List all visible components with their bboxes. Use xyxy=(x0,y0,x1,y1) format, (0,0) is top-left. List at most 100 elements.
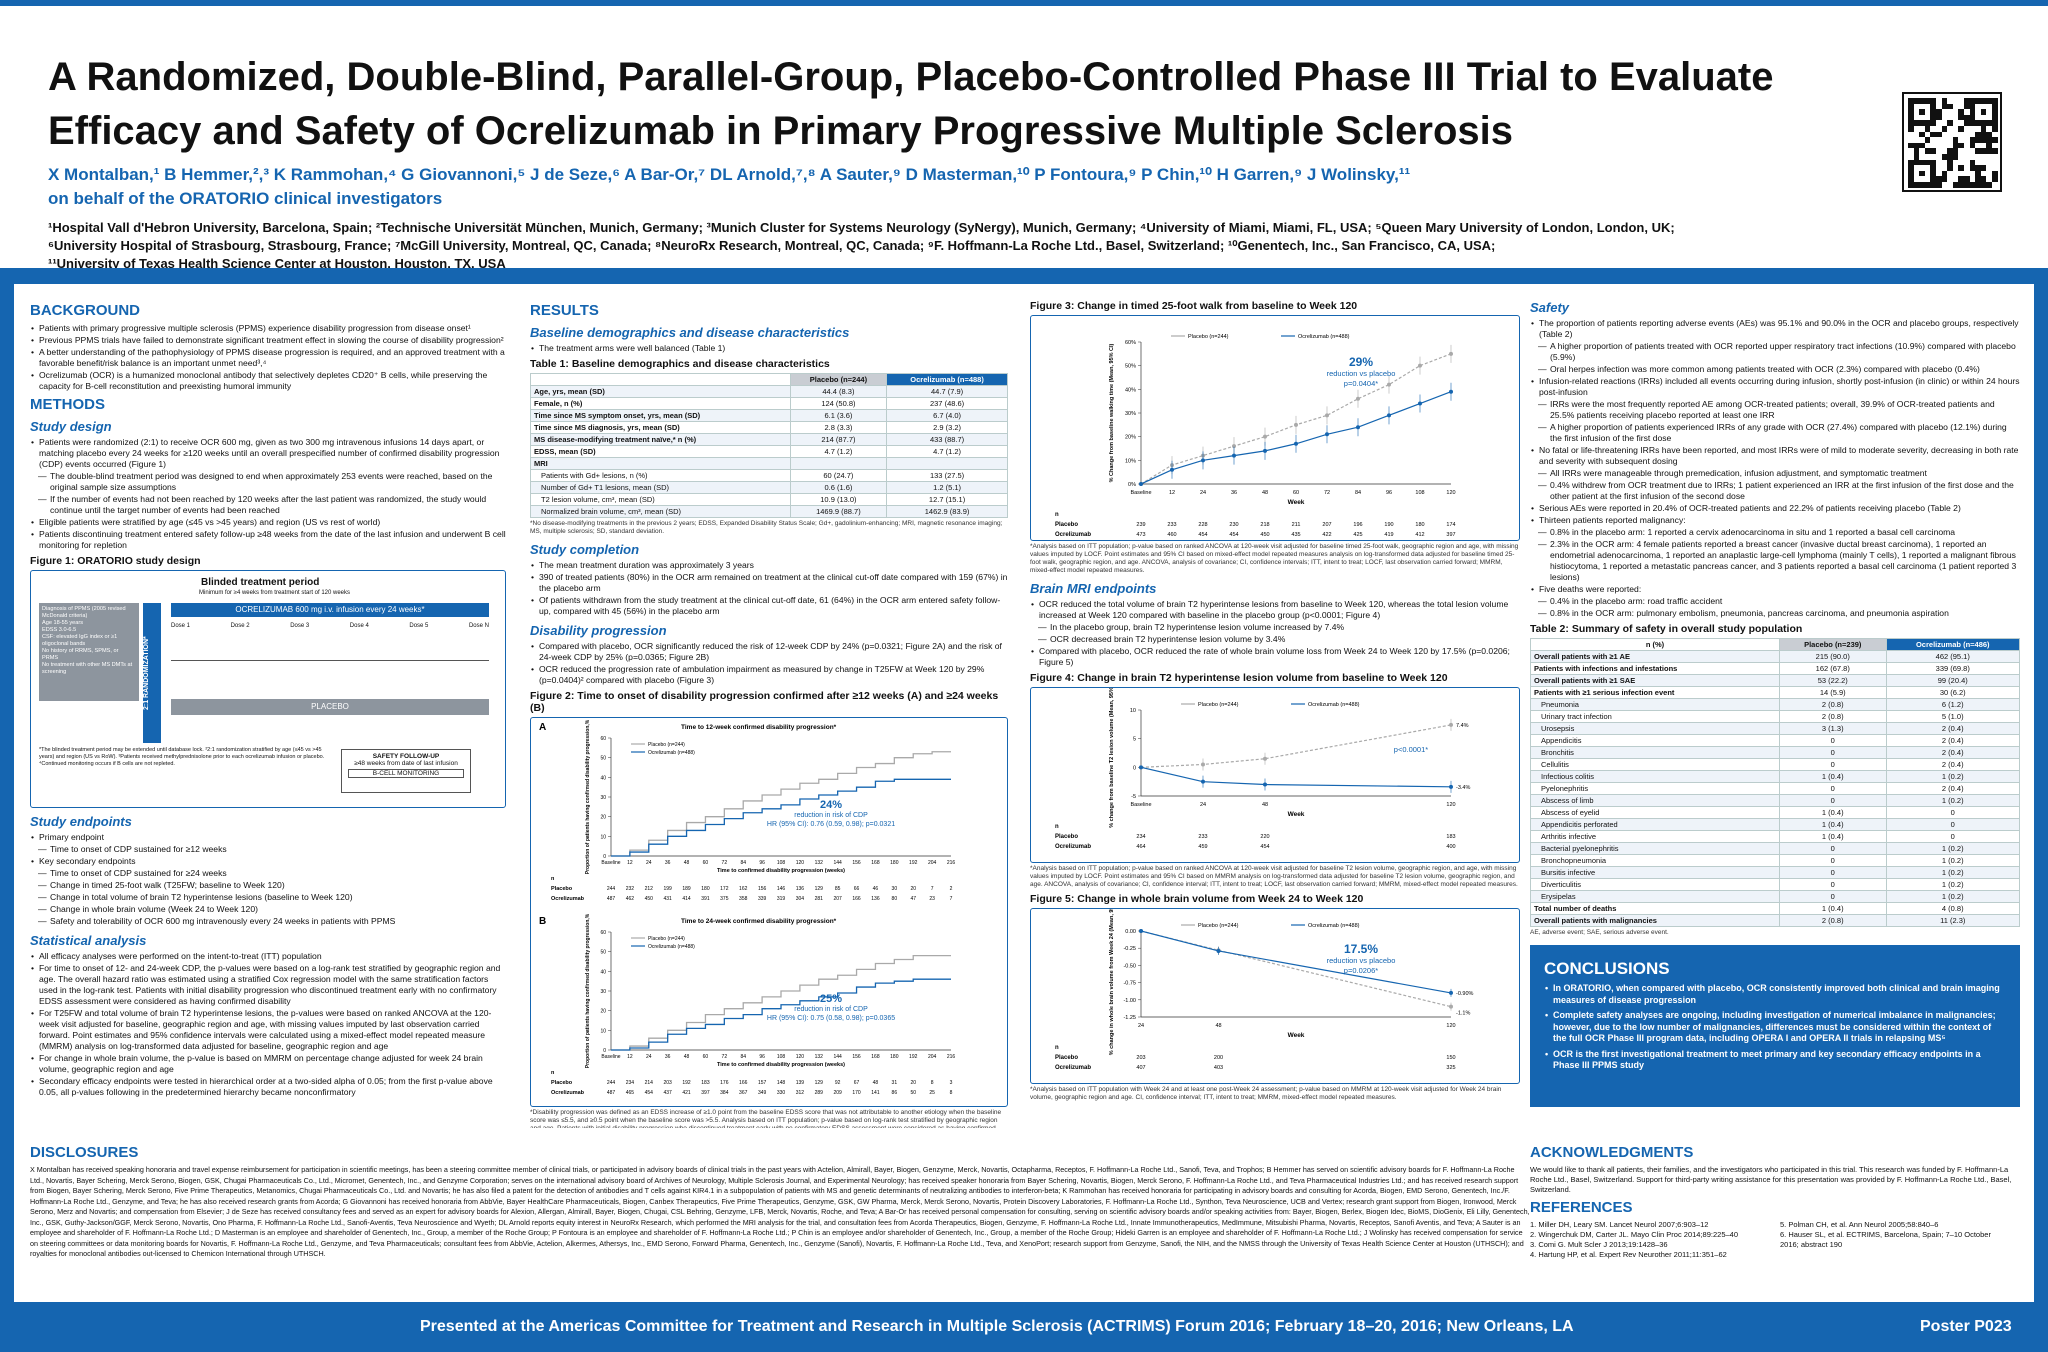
x-tick-label: 60 xyxy=(703,1054,709,1060)
mri-list: OCR reduced the total volume of brain T2… xyxy=(1030,599,1520,668)
qr-module xyxy=(1924,182,1931,188)
table-cell: 1 (0.2) xyxy=(1885,878,2020,891)
affil-line-2: ⁶University Hospital of Strasbourg, Stra… xyxy=(48,238,1496,253)
fig1-doses: Dose 1 Dose 2 Dose 3 Dose 4 Dose 5 Dose … xyxy=(171,623,489,635)
qr-module xyxy=(1908,114,1914,121)
list-item: OCR decreased brain T2 hyperintense lesi… xyxy=(1030,634,1520,645)
table-cell: 2 (0.4) xyxy=(1885,722,2020,735)
x-tick-label: 180 xyxy=(890,860,899,866)
table-cell: Diverticulitis xyxy=(1530,878,1780,891)
risk-value: 7 xyxy=(950,896,953,902)
table-cell: 5 (1.0) xyxy=(1885,710,2020,723)
y-tick-label: 40 xyxy=(600,775,606,781)
qr-module xyxy=(1908,109,1914,115)
risk-value: 174 xyxy=(1446,522,1455,528)
table-cell: Time since MS symptom onset, yrs, mean (… xyxy=(530,409,791,422)
x-tick-label: 108 xyxy=(777,860,786,866)
risk-value: 7 xyxy=(931,886,934,892)
table-cell: 1 (0.4) xyxy=(1779,806,1887,819)
data-point xyxy=(1139,929,1143,933)
table-cell: 2 (0.8) xyxy=(1779,698,1887,711)
risk-value: 220 xyxy=(1260,834,1269,840)
x-tick-label: 132 xyxy=(815,1054,824,1060)
table-row: Total number of deaths 1 (0.4) 4 (0.8) xyxy=(1530,902,2020,915)
data-point xyxy=(1216,948,1221,953)
table-cell: 53 (22.2) xyxy=(1779,674,1887,687)
series-line-placebo xyxy=(1140,724,1452,768)
table-cell: 214 (87.7) xyxy=(789,433,888,446)
list-item: Ocrelizumab (OCR) is a humanized monoclo… xyxy=(30,370,506,392)
figure-2b-chart: B Time to 24-week confirmed disability pr… xyxy=(539,913,955,1096)
qr-module xyxy=(1975,98,1981,104)
y-tick-label: 60 xyxy=(600,930,606,936)
risk-value: 233 xyxy=(1167,522,1176,528)
reference-item: 6. Hauser SL, et al. ECTRIMS, Barcelona,… xyxy=(1780,1230,1991,1249)
figure-1-panel: Blinded treatment period Minimum for ≥4 … xyxy=(30,570,506,808)
data-point xyxy=(1232,444,1236,449)
table-1-title: Table 1: Baseline demographics and disea… xyxy=(530,358,830,370)
qr-module xyxy=(1919,170,1925,177)
table-row: Number of Gd+ T1 lesions, mean (SD) 0.6 (… xyxy=(530,481,1008,494)
risk-value: 403 xyxy=(1214,1065,1223,1071)
background-list: Patients with primary progressive multip… xyxy=(30,323,506,392)
risk-value: 92 xyxy=(835,1080,841,1086)
qr-module xyxy=(1958,176,1964,182)
risk-label-placebo: Placebo xyxy=(1055,522,1078,528)
risk-label-ocr: Ocrelizumab xyxy=(551,1090,585,1096)
qr-module xyxy=(1975,148,1981,154)
table-cell: 1 (0.2) xyxy=(1885,770,2020,783)
risk-value: 400 xyxy=(1446,844,1455,850)
series-line-ocrelizumab xyxy=(611,778,951,857)
risk-value: 454 xyxy=(1198,532,1207,538)
risk-value: 397 xyxy=(701,1090,710,1096)
risk-value: 180 xyxy=(701,886,710,892)
data-point xyxy=(1418,363,1422,368)
column-3: Figure 3: Change in timed 25-foot walk f… xyxy=(1030,300,1520,1128)
x-tick-label: 36 xyxy=(1231,490,1237,496)
x-tick-label: 108 xyxy=(777,1054,786,1060)
risk-value: 212 xyxy=(645,886,654,892)
table-row: Bronchopneumonia 0 1 (0.2) xyxy=(1530,854,2020,867)
risk-value: 367 xyxy=(739,1090,748,1096)
x-tick-label: 72 xyxy=(722,860,728,866)
y-tick-label: 30 xyxy=(600,989,606,995)
y-tick-label: 5 xyxy=(1133,737,1136,743)
risk-value: 180 xyxy=(1415,522,1424,528)
list-item: 0.4% withdrew from OCR treatment due to … xyxy=(1530,480,2020,502)
completion-list: The mean treatment duration was approxim… xyxy=(530,560,1008,617)
table-cell: 1 (0.2) xyxy=(1885,890,2020,903)
x-tick-label: 168 xyxy=(871,1054,880,1060)
table-cell: 0 xyxy=(1885,818,2020,831)
table-cell: 3 (1.3) xyxy=(1779,722,1887,735)
list-item: The treatment arms were well balanced (T… xyxy=(530,343,1008,354)
table-cell: 44.7 (7.9) xyxy=(886,385,1008,398)
conclusions-box: CONCLUSIONS In ORATORIO, when compared w… xyxy=(1530,945,2020,1107)
mri-heading: Brain MRI endpoints xyxy=(1030,581,1157,596)
table-row: Overall patients with malignancies 2 (0.8… xyxy=(1530,914,2020,927)
y-tick-label: 60% xyxy=(1125,340,1136,346)
table-row: Urosepsis 3 (1.3) 2 (0.4) xyxy=(1530,722,2020,735)
title-line-2: Efficacy and Safety of Ocrelizumab in Pr… xyxy=(48,109,1513,153)
x-tick-label: 72 xyxy=(722,1054,728,1060)
list-item: For time to onset of 12- and 24-week CDP… xyxy=(30,963,506,1007)
qr-module xyxy=(1969,109,1976,115)
qr-code-icon[interactable] xyxy=(1902,92,2002,192)
x-tick-label: Baseline xyxy=(601,860,620,866)
risk-value: 464 xyxy=(1136,844,1145,850)
list-item: In ORATORIO, when compared with placebo,… xyxy=(1544,983,2006,1006)
risk-value: 166 xyxy=(852,896,861,902)
table-cell: Female, n (%) xyxy=(530,397,791,410)
qr-module xyxy=(1947,103,1953,110)
x-tick-label: 144 xyxy=(833,1054,842,1060)
end-label: -1.1% xyxy=(1456,1011,1470,1017)
x-tick-label: 24 xyxy=(646,1054,652,1060)
qr-module xyxy=(1992,98,1998,104)
qr-module xyxy=(1941,154,1948,160)
x-tick-label: 84 xyxy=(740,1054,746,1060)
risk-value: 3 xyxy=(950,1080,953,1086)
table-1: Placebo (n=244) Ocrelizumab (n=488) Age, y… xyxy=(530,373,1008,518)
safety-sub: ≥48 weeks from date of last infusion xyxy=(354,760,458,767)
qr-module xyxy=(1958,126,1964,132)
risk-value: 20 xyxy=(910,886,916,892)
risk-value: 487 xyxy=(607,896,616,902)
